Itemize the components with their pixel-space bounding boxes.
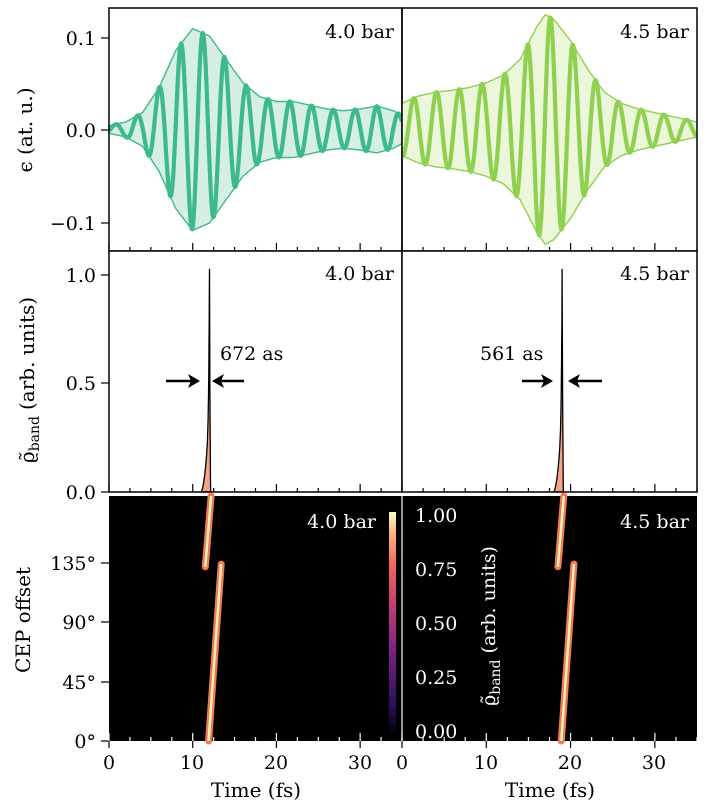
y-axis-heatmap: 135° 90° 45° 0° CEP offset	[11, 553, 109, 753]
y-axis-field: 0.1 0.0 −0.1 ϵ (at. u.)	[13, 28, 109, 235]
ytick-label-field-m0.1: −0.1	[50, 213, 96, 235]
fwhm-annotation-right: 561 as	[480, 343, 543, 365]
heatmap-panel-right: 4.5 bar	[402, 492, 697, 745]
envelope-fill-45bar	[402, 14, 697, 245]
ytick-label-density-1.0: 1.0	[66, 265, 96, 287]
xtick-label-right-20: 20	[558, 752, 582, 774]
density-panel-right: 4.5 bar 561 as	[401, 250, 698, 493]
x-tick-marks	[108, 243, 698, 748]
colorbar: 1.00 0.75 0.50 0.25 0.00 ϱ̃band(arb. uni…	[389, 505, 504, 743]
ytick-label-0: 0°	[74, 731, 96, 753]
fwhm-annotation-left: 672 as	[220, 343, 283, 365]
xtick-label-right-10: 10	[474, 752, 498, 774]
fwhm-arrow-right-panel-out	[568, 374, 602, 388]
x-axis-label-left: Time (fs)	[211, 778, 301, 802]
heatmap-streak-core	[560, 564, 576, 742]
ytick-label-density-0.0: 0.0	[66, 482, 96, 504]
panel-label-top-right: 4.5 bar	[620, 21, 690, 43]
y-axis-density: 1.0 0.5 0.0 ϱ̃band(arb. units)	[15, 265, 109, 504]
xtick-label-left-20: 20	[264, 752, 288, 774]
envelope-fill-4bar	[109, 28, 402, 231]
density-peak-4bar	[200, 268, 212, 493]
y-axis-label-field: ϵ (at. u.)	[13, 87, 37, 172]
colorbar-tick-0.75: 0.75	[415, 559, 457, 581]
colorbar-tick-0.50: 0.50	[415, 613, 457, 635]
ytick-label-field-0.1: 0.1	[66, 28, 96, 50]
colorbar-gradient	[389, 512, 396, 736]
panel-label-mid-right: 4.5 bar	[620, 263, 690, 285]
density-bg-right	[402, 251, 697, 492]
ytick-label-field-0.0: 0.0	[66, 120, 96, 142]
panel-label-bottom-right: 4.5 bar	[620, 511, 690, 533]
ytick-label-density-0.5: 0.5	[66, 373, 96, 395]
y-axis-label-density: ϱ̃band(arb. units)	[15, 297, 43, 463]
panel-label-mid-left: 4.0 bar	[325, 263, 395, 285]
heatmap-streak-core	[207, 564, 223, 742]
field-panel-left: 4.0 bar	[108, 7, 403, 252]
panel-label-top-left: 4.0 bar	[325, 21, 395, 43]
heatmap-bg-left	[109, 496, 402, 741]
xtick-label-right-0: 0	[396, 752, 408, 774]
x-axis: 0 10 20 30 0 10 20 30 Time (fs) Time (fs…	[103, 752, 666, 802]
fwhm-arrow-left-in	[166, 374, 200, 388]
ytick-label-45: 45°	[62, 672, 96, 694]
xtick-label-left-10: 10	[180, 752, 204, 774]
heatmap-streak-core	[204, 495, 213, 567]
density-bg-left	[109, 251, 402, 492]
fwhm-arrow-right-panel-in	[522, 374, 553, 388]
colorbar-tick-0.25: 0.25	[415, 667, 457, 689]
field-panel-right: 4.5 bar	[401, 7, 698, 252]
panel-label-bottom-left: 4.0 bar	[307, 511, 377, 533]
ytick-label-90: 90°	[62, 612, 96, 634]
density-peak-45bar	[552, 268, 565, 493]
carrier-wave-4bar	[109, 30, 402, 232]
ytick-label-135: 135°	[50, 553, 96, 575]
heatmap-panel-left: 4.0 bar	[109, 492, 402, 745]
fwhm-arrow-right-in	[212, 374, 244, 388]
xtick-label-right-30: 30	[642, 752, 666, 774]
heatmap-bg-right	[402, 496, 697, 741]
xtick-label-left-30: 30	[348, 752, 372, 774]
carrier-wave-45bar	[402, 15, 697, 238]
colorbar-tick-1.00: 1.00	[415, 505, 457, 527]
xtick-label-left-0: 0	[103, 752, 115, 774]
envelope-lower-45bar	[402, 136, 697, 246]
y-axis-label-heatmap: CEP offset	[11, 567, 35, 673]
density-panel-left: 4.0 bar 672 as	[108, 250, 403, 493]
x-axis-label-right: Time (fs)	[505, 778, 595, 802]
colorbar-tick-0.00: 0.00	[415, 721, 457, 743]
colorbar-label: ϱ̃band(arb. units)	[478, 546, 504, 706]
heatmap-streak-core	[556, 495, 565, 567]
